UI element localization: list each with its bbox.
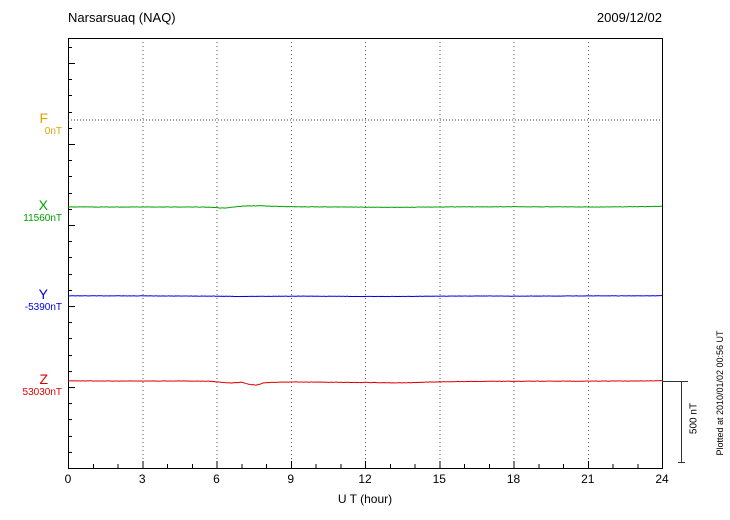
x-tick-label: 15 bbox=[432, 472, 446, 486]
x-tick-label: 9 bbox=[287, 472, 295, 486]
x-axis-label: U T (hour) bbox=[337, 492, 393, 506]
plot-date: 2009/12/02 bbox=[596, 10, 662, 25]
station-title: Narsarsuaq (NAQ) bbox=[68, 10, 176, 25]
plot-frame bbox=[68, 38, 663, 469]
trace-Z bbox=[67, 380, 663, 386]
trace-Y bbox=[67, 295, 663, 298]
series-baseline-F: 0nT bbox=[44, 126, 62, 137]
x-tick-label: 12 bbox=[358, 472, 372, 486]
series-letter-Z: Z bbox=[39, 371, 48, 387]
x-tick-label: 18 bbox=[506, 472, 521, 486]
plotted-at-note: Plotted at 2010/01/02 00:56 UT bbox=[715, 330, 725, 456]
series-letter-F: F bbox=[39, 110, 48, 126]
scale-bar-label: 500 nT bbox=[688, 402, 700, 435]
series-letter-Y: Y bbox=[38, 286, 48, 302]
x-tick-label: 0 bbox=[64, 472, 72, 486]
x-tick-label: 24 bbox=[655, 472, 669, 486]
x-tick-label: 21 bbox=[581, 472, 595, 486]
series-baseline-Y: -5390nT bbox=[24, 302, 62, 313]
series-baseline-X: 11560nT bbox=[23, 213, 62, 224]
trace-X bbox=[67, 205, 663, 209]
x-tick-label: 3 bbox=[138, 472, 146, 486]
series-baseline-Z: 53030nT bbox=[22, 387, 62, 398]
x-tick-label: 6 bbox=[213, 472, 220, 486]
series-letter-X: X bbox=[38, 197, 48, 213]
